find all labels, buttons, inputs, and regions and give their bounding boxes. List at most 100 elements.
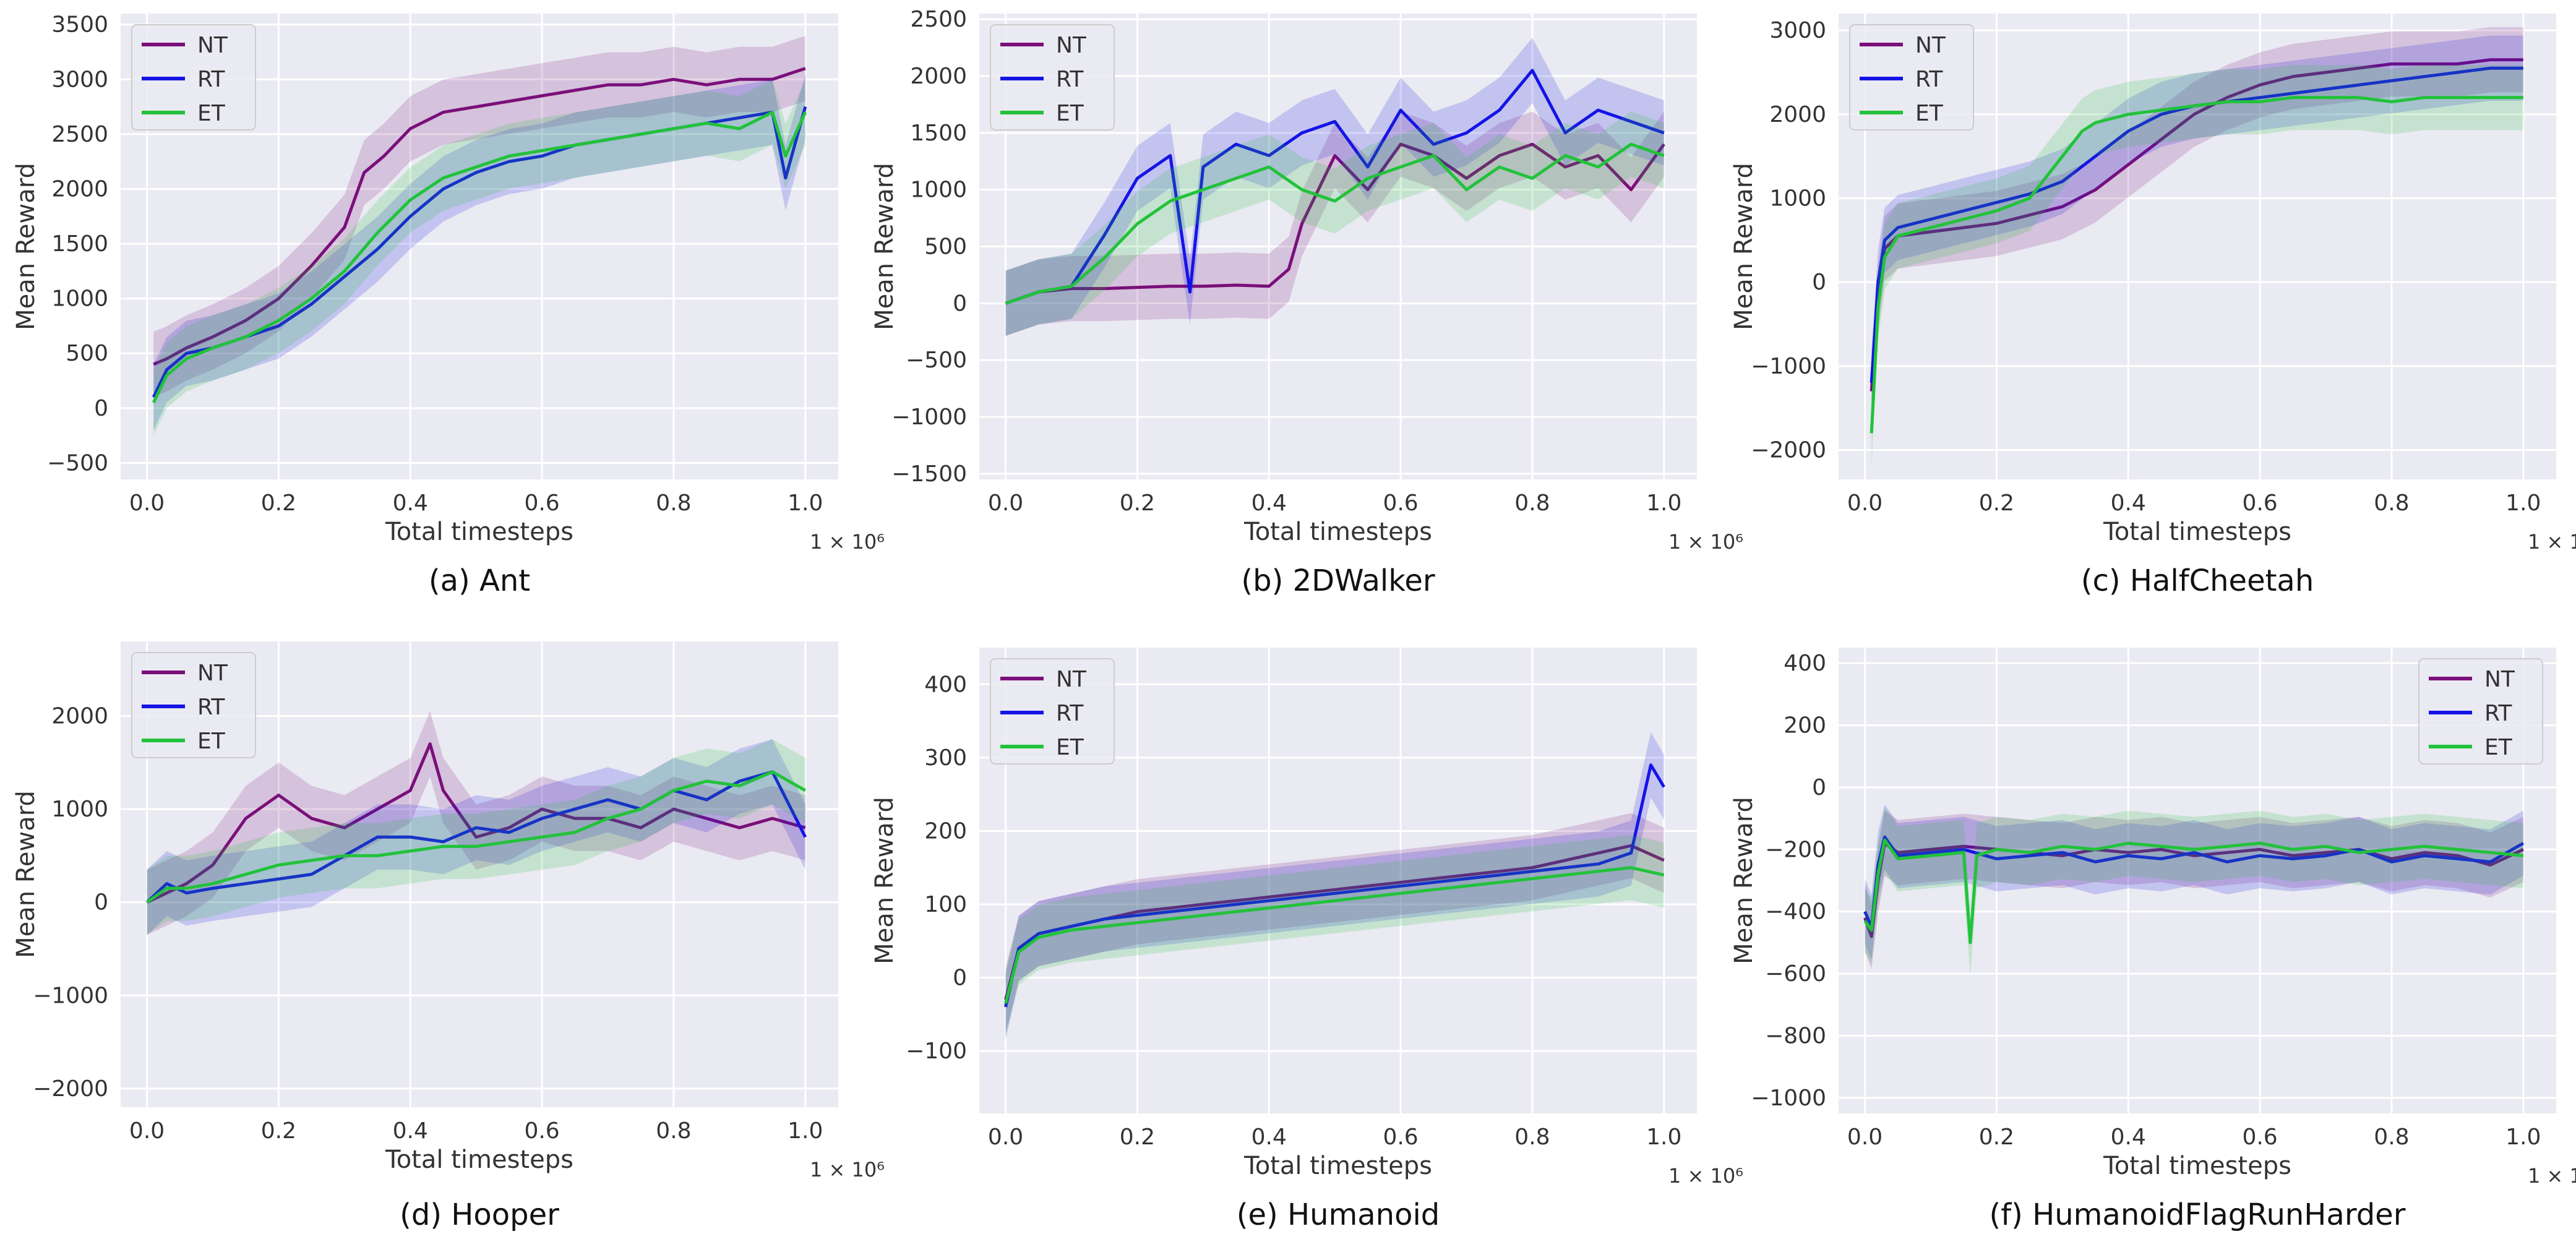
series-line-et [146, 770, 807, 904]
x-tick-label: 0.0 [1847, 491, 1883, 516]
y-tick-label: −500 [47, 450, 108, 476]
y-tick-label: 1000 [51, 286, 108, 312]
y-tick-label: −1000 [891, 405, 967, 430]
x-axis-label: Total timesteps [2103, 1152, 2291, 1180]
y-tick-label: 200 [1784, 713, 1826, 739]
y-tick-label: 2000 [1769, 102, 1826, 127]
y-tick-label: −1000 [33, 983, 108, 1008]
legend-box [990, 658, 1115, 765]
y-axis-label: Mean Reward [1730, 163, 1758, 330]
legend-label-nt: NT [1915, 33, 1946, 58]
series-line-rt [1005, 69, 1665, 305]
series-line-nt [153, 67, 806, 366]
y-tick-label: −500 [906, 348, 967, 373]
x-axis-label: Total timesteps [1243, 1152, 1432, 1180]
x-tick-label: 0.2 [261, 1118, 296, 1144]
x-tick-label: 0.4 [2111, 491, 2146, 516]
y-tick-label: 3000 [1769, 18, 1826, 43]
panel-caption: (d) Hooper [400, 1198, 559, 1232]
y-tick-label: 300 [924, 745, 967, 771]
x-multiplier: 1 × 10⁶ [1668, 530, 1743, 554]
x-tick-label: 0.4 [393, 491, 428, 516]
legend: NT RT ET [990, 658, 1115, 765]
y-tick-label: −200 [1765, 837, 1826, 862]
series-band-et [1871, 64, 2523, 466]
y-tick-label: 1000 [910, 178, 967, 203]
y-tick-label: 400 [924, 672, 967, 697]
y-axis-label: Mean Reward [1730, 797, 1758, 964]
legend-box [131, 24, 256, 131]
y-tick-label: 2000 [51, 703, 108, 729]
y-tick-label: −1000 [1751, 354, 1826, 379]
y-tick-label: 500 [924, 234, 967, 260]
x-axis-label: Total timesteps [385, 1146, 573, 1174]
x-tick-label: 0.0 [988, 1125, 1023, 1150]
x-multiplier: 1 × 10⁶ [810, 1158, 885, 1181]
x-tick-label: 0.4 [393, 1118, 428, 1144]
x-tick-label: 0.0 [129, 491, 165, 516]
legend-label-et: ET [1056, 735, 1084, 760]
series-line-rt [1863, 835, 2525, 929]
series-band-nt [147, 711, 805, 935]
series-band-rt [153, 74, 805, 430]
x-tick-label: 1.0 [2505, 1125, 2541, 1150]
panel-caption: (a) Ant [429, 564, 530, 598]
y-tick-label: −100 [906, 1039, 967, 1064]
chart-panel-3: 0.0 0.2 0.4 0.6 0.8 1.0 −2000 −1000 0 1000 2000 300… [1730, 14, 2576, 598]
x-tick-label: 0.6 [524, 1118, 559, 1144]
legend-box [990, 24, 1115, 131]
y-tick-label: −2000 [1751, 438, 1826, 463]
y-tick-label: 500 [66, 341, 108, 366]
y-tick-label: 0 [953, 966, 967, 991]
chart-panel-4: 0.0 0.2 0.4 0.6 0.8 1.0 −2000 −1000 0 1000 2000 Tot… [12, 641, 885, 1232]
y-tick-label: −1500 [891, 461, 967, 487]
chart-panel-6: 0.0 0.2 0.4 0.6 0.8 1.0 −1000 −800 −600 −400 −200 0… [1730, 648, 2576, 1232]
chart-panel-2: 0.0 0.2 0.4 0.6 0.8 1.0 −1500 −1000 −500 0 500 1000… [870, 7, 1743, 598]
x-tick-label: 1.0 [788, 491, 823, 516]
x-tick-label: 0.6 [524, 491, 559, 516]
y-tick-label: 2000 [910, 64, 967, 89]
legend-box [2418, 658, 2543, 765]
y-tick-label: −2000 [33, 1076, 108, 1102]
legend-label-nt: NT [1056, 33, 1087, 58]
series-line-et [1005, 142, 1665, 305]
legend-label-nt: NT [197, 33, 228, 58]
y-tick-label: 1000 [51, 797, 108, 822]
x-axis-label: Total timesteps [2103, 518, 2291, 546]
legend-label-et: ET [197, 101, 226, 126]
y-tick-label: 1500 [51, 231, 108, 257]
legend-label-et: ET [1056, 101, 1084, 126]
y-tick-label: 400 [1784, 651, 1826, 676]
x-tick-label: 0.4 [1252, 491, 1287, 516]
y-tick-label: −400 [1765, 899, 1826, 925]
series-line-nt [146, 742, 806, 904]
x-tick-label: 0.0 [988, 491, 1023, 516]
y-axis-label: Mean Reward [12, 163, 40, 330]
y-axis-label: Mean Reward [870, 163, 899, 330]
series-line-et [1863, 838, 2524, 945]
panel-caption: (e) Humanoid [1237, 1198, 1440, 1232]
series-line-et [1004, 866, 1665, 1004]
panel-caption: (b) 2DWalker [1241, 564, 1435, 598]
x-axis-label: Total timesteps [385, 518, 573, 546]
legend: NT RT ET [990, 24, 1115, 131]
series-band-rt [1865, 804, 2523, 960]
y-tick-label: 0 [1812, 775, 1826, 800]
legend: NT RT ET [131, 652, 256, 758]
legend-label-rt: RT [1915, 67, 1943, 92]
series-line-nt [1870, 58, 2523, 392]
y-tick-label: 0 [94, 890, 108, 915]
x-tick-label: 0.2 [1120, 1125, 1155, 1150]
legend-label-nt: NT [2484, 667, 2515, 692]
series-band-nt [153, 35, 805, 397]
series-band-rt [1005, 38, 1664, 336]
x-tick-label: 0.8 [2374, 1125, 2409, 1150]
series-band-nt [1005, 813, 1664, 1032]
legend-label-rt: RT [197, 695, 225, 720]
x-tick-label: 0.6 [1383, 1125, 1418, 1150]
x-tick-label: 0.2 [1120, 491, 1155, 516]
x-tick-label: 1.0 [1646, 1125, 1681, 1150]
panel-caption: (f) HumanoidFlagRunHarder [1990, 1198, 2406, 1232]
y-tick-label: 2500 [51, 122, 108, 147]
